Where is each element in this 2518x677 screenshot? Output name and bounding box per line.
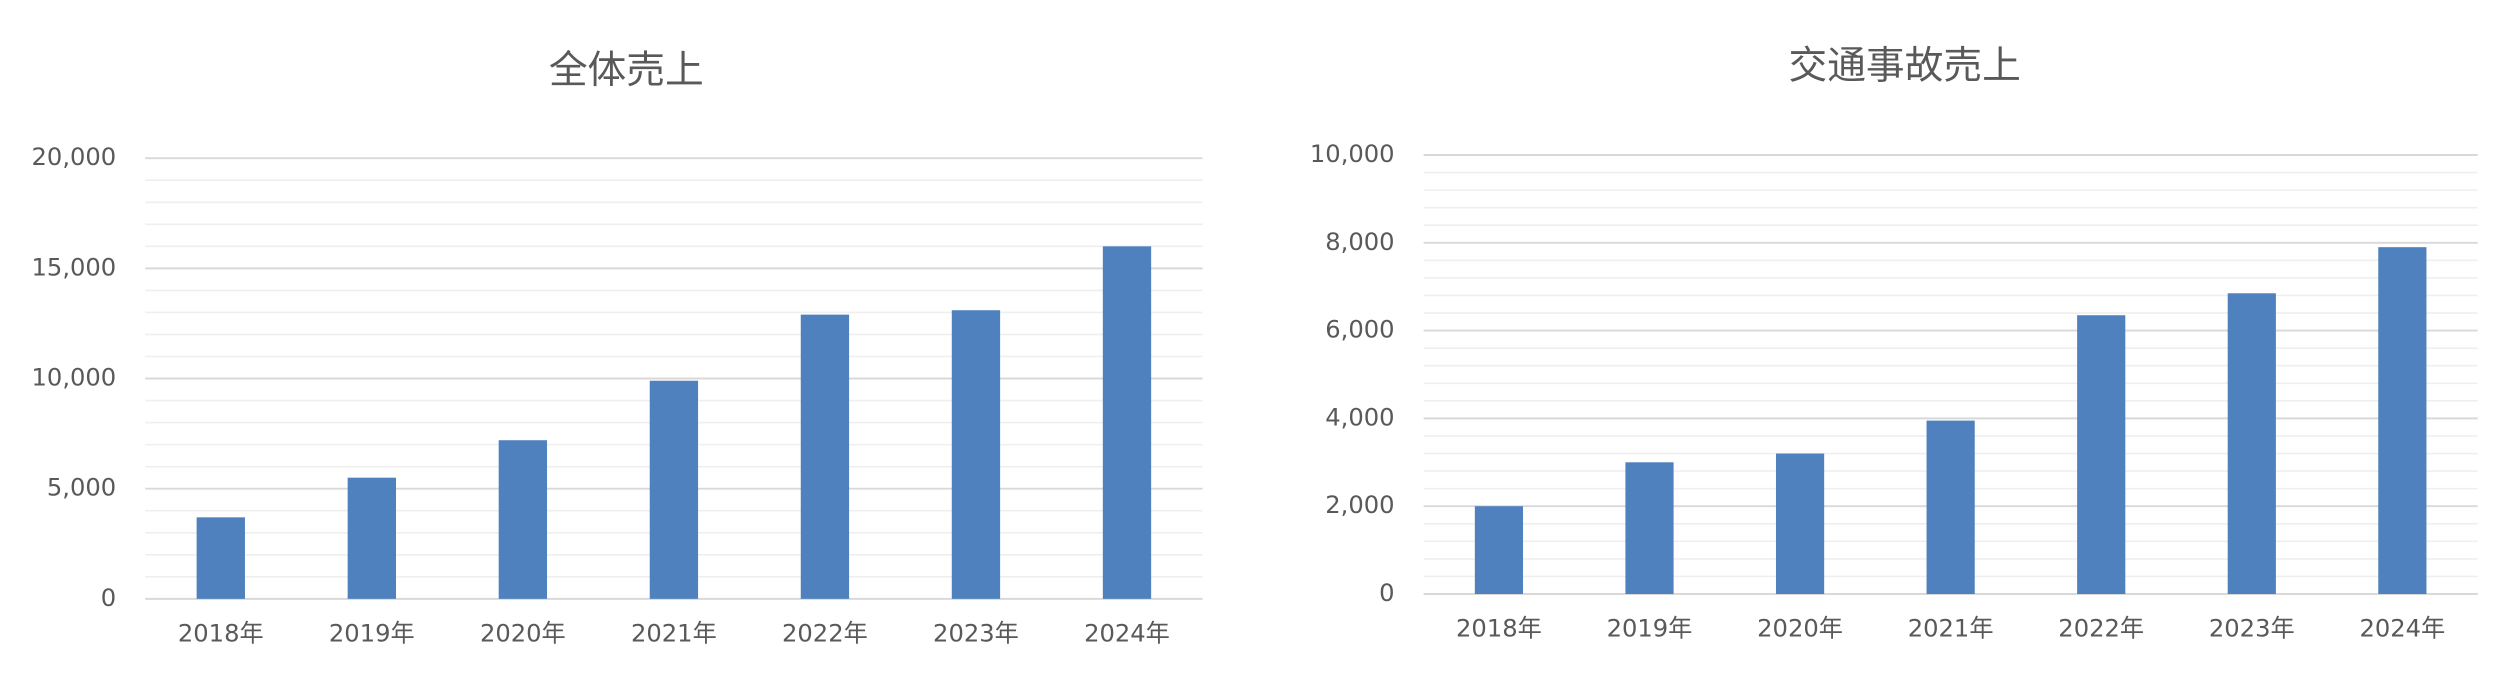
y-tick-label: 15,000	[32, 253, 117, 281]
y-tick-label: 0	[1379, 579, 1394, 607]
x-tick-label: 2021年	[1908, 615, 1994, 643]
bar	[347, 477, 396, 599]
bar	[800, 314, 850, 599]
y-tick-label: 10,000	[32, 364, 117, 392]
y-tick-label: 6,000	[1325, 316, 1394, 344]
y-tick-label: 0	[101, 584, 116, 612]
y-tick-label: 20,000	[32, 143, 117, 171]
chart-title: 全体売上	[549, 48, 704, 93]
x-tick-label: 2018年	[178, 619, 264, 647]
x-tick-label: 2023年	[933, 619, 1019, 647]
x-tick-label: 2022年	[2058, 615, 2144, 643]
bar	[649, 380, 699, 599]
bar	[2077, 315, 2126, 595]
y-tick-label: 2,000	[1325, 491, 1394, 519]
bar	[951, 310, 1001, 599]
y-tick-label: 5,000	[47, 474, 116, 502]
x-tick-label: 2018年	[1456, 615, 1542, 643]
bar	[196, 517, 245, 599]
x-tick-label: 2024年	[1084, 619, 1170, 647]
x-tick-label: 2021年	[631, 619, 717, 647]
y-tick-label: 10,000	[1310, 140, 1395, 168]
x-tick-label: 2022年	[782, 619, 868, 647]
x-tick-label: 2019年	[329, 619, 415, 647]
y-tick-label: 8,000	[1325, 228, 1394, 256]
bar	[1102, 246, 1152, 599]
bar	[1474, 506, 1524, 595]
bar	[498, 440, 548, 599]
x-tick-label: 2020年	[1757, 615, 1843, 643]
bar	[1926, 420, 1975, 595]
bar	[1775, 453, 1825, 595]
bar	[2378, 247, 2427, 595]
bar	[1625, 462, 1674, 595]
x-tick-label: 2024年	[2359, 615, 2445, 643]
chart-title: 交通事故売上	[1788, 43, 2020, 88]
x-tick-label: 2019年	[1607, 615, 1693, 643]
y-tick-label: 4,000	[1325, 403, 1394, 431]
bar	[2227, 293, 2276, 595]
x-tick-label: 2023年	[2209, 615, 2295, 643]
x-tick-label: 2020年	[480, 619, 566, 647]
